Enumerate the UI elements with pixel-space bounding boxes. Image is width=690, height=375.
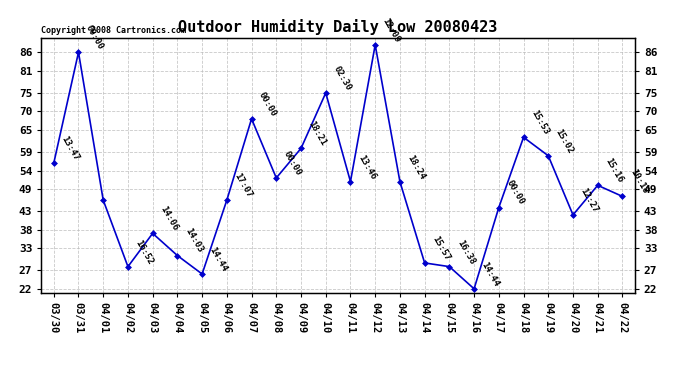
Text: 18:24: 18:24: [406, 153, 426, 181]
Text: 14:03: 14:03: [183, 227, 204, 255]
Text: Copyright 2008 Cartronics.com: Copyright 2008 Cartronics.com: [41, 26, 186, 35]
Text: 15:16: 15:16: [603, 157, 624, 184]
Title: Outdoor Humidity Daily Low 20080423: Outdoor Humidity Daily Low 20080423: [179, 19, 497, 35]
Text: 00:00: 00:00: [282, 149, 303, 177]
Text: 14:44: 14:44: [480, 260, 501, 288]
Text: 00:00: 00:00: [257, 90, 278, 118]
Text: 14:44: 14:44: [208, 246, 229, 273]
Text: 12:09: 12:09: [381, 16, 402, 44]
Text: 15:02: 15:02: [554, 127, 575, 155]
Text: 17:07: 17:07: [233, 171, 254, 200]
Text: 18:21: 18:21: [306, 120, 328, 148]
Text: 00:00: 00:00: [504, 179, 526, 207]
Text: 00:00: 00:00: [84, 24, 106, 51]
Text: 02:30: 02:30: [331, 64, 353, 92]
Text: 15:57: 15:57: [430, 234, 451, 262]
Text: 13:46: 13:46: [356, 153, 377, 181]
Text: 15:53: 15:53: [529, 109, 551, 136]
Text: 14:06: 14:06: [158, 205, 179, 232]
Text: 12:27: 12:27: [578, 186, 600, 214]
Text: 13:47: 13:47: [59, 135, 81, 162]
Text: 10:18: 10:18: [628, 168, 649, 196]
Text: 16:52: 16:52: [133, 238, 155, 266]
Text: 16:38: 16:38: [455, 238, 476, 266]
